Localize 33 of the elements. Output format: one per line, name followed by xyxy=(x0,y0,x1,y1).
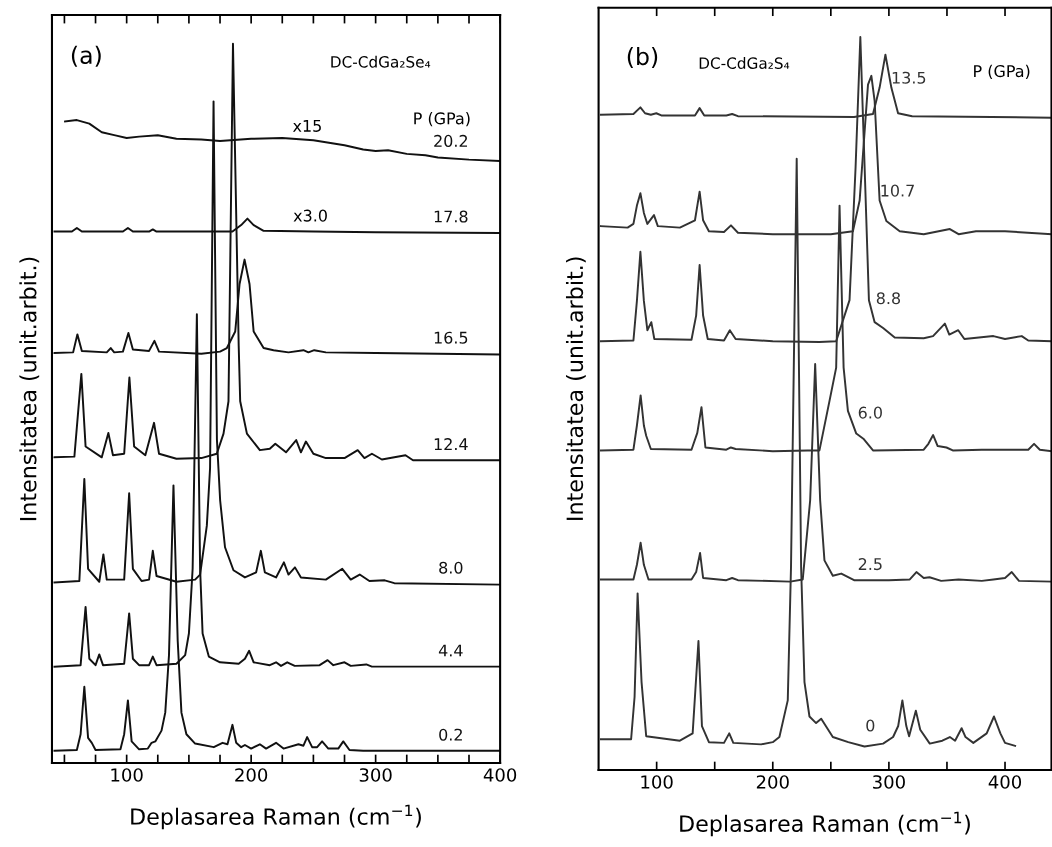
x-tick-label: 200 xyxy=(756,775,789,789)
x-axis-title: Deplasarea Raman (cm$^{−1}$) xyxy=(131,804,421,830)
series-label: 2.5 xyxy=(858,558,882,571)
annotation: P (GPa) xyxy=(414,112,470,127)
series-label: 8.8 xyxy=(876,292,901,305)
y-axis-title: Intensitatea (unit.arbit.) xyxy=(565,257,586,520)
series-label: 0.2 xyxy=(439,728,462,741)
series-label: 4.4 xyxy=(438,644,463,657)
series-label: 13.5 xyxy=(892,71,926,84)
x-axis-title: Deplasarea Raman (cm$^{−1}$) xyxy=(680,811,970,837)
x-tick-label: 200 xyxy=(235,768,268,782)
chart-title: (a) xyxy=(71,45,101,67)
x-tick-label: 300 xyxy=(359,768,392,782)
series-label: 0 xyxy=(866,719,875,732)
annotation: P (GPa) xyxy=(974,64,1030,80)
series-label: 12.4 xyxy=(434,438,468,450)
y-axis-title: Intensitatea (unit.arbit.) xyxy=(19,257,40,521)
x-tick-label: 300 xyxy=(873,775,905,789)
x-tick-label: 100 xyxy=(641,775,673,789)
text: DC-CdGa₂S₄ xyxy=(699,57,790,69)
series-label: 17.8 xyxy=(434,210,468,223)
text: DC-CdGa₂Se₄ xyxy=(331,55,431,68)
series-label: 8.0 xyxy=(439,561,463,574)
chart-title: (b) xyxy=(627,46,658,68)
series-label: 16.5 xyxy=(434,331,468,344)
annotation: x15 xyxy=(292,120,321,132)
x-tick-label: 100 xyxy=(111,768,143,782)
series-label: 10.7 xyxy=(881,184,914,197)
x-tick-label: 400 xyxy=(988,775,1022,789)
annotation: x3.0 xyxy=(293,209,327,222)
series-label: 20.2 xyxy=(434,134,468,147)
x-tick-label: 400 xyxy=(483,768,517,782)
series-label: 6.0 xyxy=(858,406,882,419)
